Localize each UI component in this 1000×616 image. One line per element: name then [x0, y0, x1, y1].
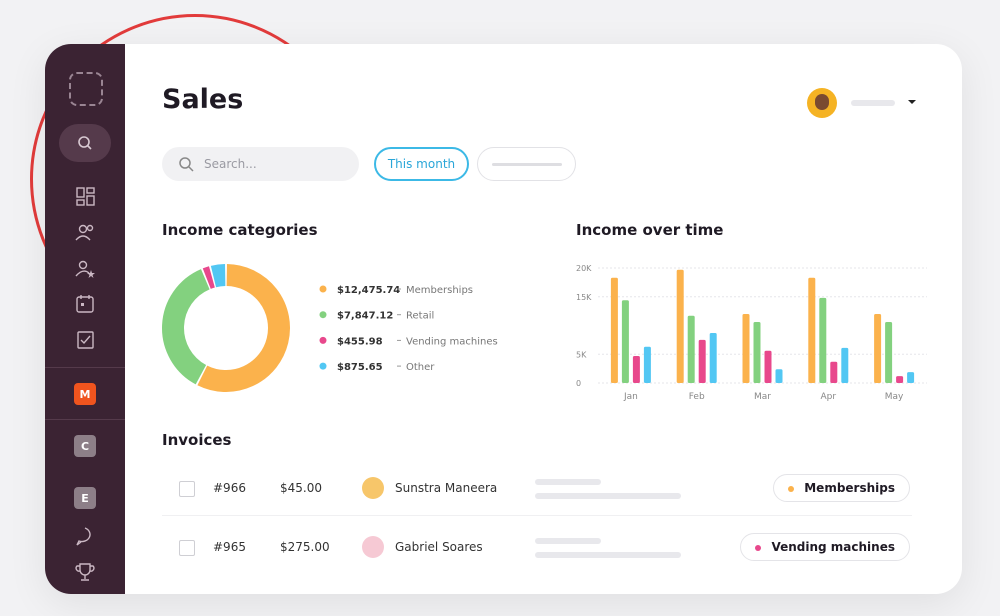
- tag-dot: [755, 545, 762, 551]
- legend-dot: [319, 285, 327, 293]
- sidebar: M C E: [45, 44, 125, 594]
- legend-dot: [319, 362, 327, 370]
- bar: [764, 350, 772, 383]
- legend-value: $7,847.12: [337, 311, 393, 322]
- nav-staff[interactable]: [73, 256, 97, 280]
- bar: [698, 339, 706, 383]
- nav-trophy[interactable]: [73, 560, 97, 584]
- workspace-e[interactable]: E: [74, 487, 96, 509]
- invoice-number: #965: [213, 540, 246, 554]
- legend-name: Vending machines: [406, 336, 498, 347]
- logo: [69, 72, 103, 106]
- workspace-c[interactable]: C: [74, 435, 96, 457]
- user-menu-caret[interactable]: [907, 98, 917, 106]
- legend-dot: [319, 336, 327, 344]
- section-title: Income categories: [162, 221, 318, 239]
- legend-name: Memberships: [406, 285, 473, 296]
- filter-other[interactable]: [477, 147, 576, 181]
- row-checkbox[interactable]: [179, 481, 195, 497]
- bar: [808, 277, 816, 383]
- nav-calendar[interactable]: [73, 292, 97, 316]
- bar: [610, 277, 618, 383]
- row-divider: [162, 515, 912, 516]
- category-tag[interactable]: Memberships: [773, 474, 910, 502]
- nav-members[interactable]: [73, 220, 97, 244]
- donut-segment: [202, 266, 215, 289]
- bar: [841, 347, 849, 383]
- x-tick-label: Mar: [754, 392, 771, 402]
- x-tick-label: Jan: [623, 392, 638, 402]
- bar: [676, 269, 684, 383]
- bar: [632, 355, 640, 383]
- filter-this-month[interactable]: This month: [374, 147, 469, 181]
- bar: [896, 376, 904, 383]
- search-button[interactable]: [59, 124, 111, 162]
- nav-chat[interactable]: [73, 524, 97, 548]
- bar: [907, 372, 915, 383]
- bar: [885, 322, 893, 383]
- customer-name: Sunstra Maneera: [395, 481, 498, 495]
- legend-value: $875.65: [337, 362, 383, 373]
- separator: [45, 419, 125, 420]
- page-title: Sales: [162, 84, 244, 115]
- category-tag[interactable]: Vending machines: [740, 533, 910, 561]
- user-name-placeholder: [851, 100, 895, 106]
- separator: [45, 367, 125, 368]
- donut-segment: [197, 264, 290, 392]
- legend-name: Retail: [406, 311, 434, 322]
- search-box[interactable]: Search...: [162, 147, 359, 181]
- legend-dot: [319, 311, 327, 319]
- bar: [753, 322, 761, 383]
- detail-placeholder: [535, 538, 601, 544]
- x-tick-label: Apr: [821, 392, 837, 402]
- bar: [687, 315, 695, 383]
- tag-dot: [788, 486, 795, 492]
- y-tick-label: 0: [576, 379, 581, 388]
- bar: [819, 297, 827, 383]
- nav-tasks[interactable]: [73, 328, 97, 352]
- legend-value: $12,475.74: [337, 285, 400, 296]
- legend-value: $455.98: [337, 336, 383, 347]
- row-checkbox[interactable]: [179, 540, 195, 556]
- legend-name: Other: [406, 362, 435, 373]
- customer-avatar: [362, 536, 384, 558]
- section-title: Income over time: [576, 221, 724, 239]
- bar: [742, 314, 750, 383]
- app-window: M C E Sales Search... This month Income …: [45, 44, 962, 594]
- workspace-m[interactable]: M: [74, 383, 96, 405]
- donut-segment: [162, 269, 211, 385]
- bar: [830, 361, 838, 383]
- invoice-amount: $45.00: [280, 481, 322, 495]
- nav-dashboard[interactable]: [73, 184, 97, 208]
- search-placeholder: Search...: [204, 157, 257, 171]
- search-icon: [179, 157, 194, 172]
- bar: [709, 332, 717, 383]
- customer-name: Gabriel Soares: [395, 540, 483, 554]
- user-avatar[interactable]: [807, 88, 837, 118]
- search-icon: [78, 136, 92, 150]
- detail-placeholder: [535, 479, 601, 485]
- detail-placeholder: [535, 493, 681, 499]
- invoice-number: #966: [213, 481, 246, 495]
- donut-segment: [210, 264, 226, 288]
- y-tick-label: 15K: [576, 293, 592, 302]
- bar: [775, 369, 783, 383]
- tag-label: Vending machines: [771, 540, 895, 554]
- section-title: Invoices: [162, 431, 232, 449]
- detail-placeholder: [535, 552, 681, 558]
- tag-label: Memberships: [804, 481, 895, 495]
- charts: $12,475.74 Memberships $7,847.12 Retail $455…: [162, 264, 927, 402]
- x-tick-label: May: [885, 392, 904, 402]
- y-tick-label: 20K: [576, 264, 592, 273]
- customer-avatar: [362, 477, 384, 499]
- y-tick-label: 5K: [576, 350, 587, 359]
- bar: [874, 314, 882, 383]
- invoice-amount: $275.00: [280, 540, 330, 554]
- bar: [621, 300, 629, 383]
- x-tick-label: Feb: [689, 392, 705, 402]
- bar: [643, 346, 651, 383]
